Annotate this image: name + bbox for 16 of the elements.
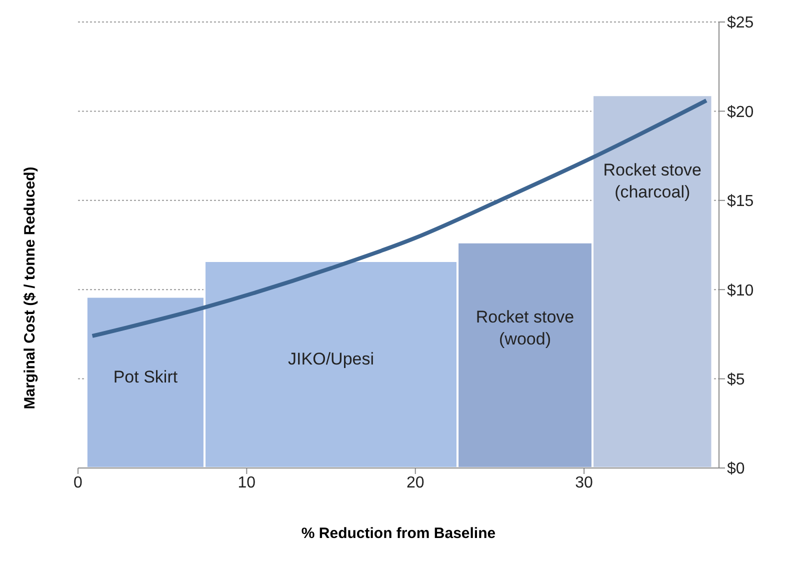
x-tick-label: 30 (575, 474, 594, 492)
annotation: JIKO/Upesi (288, 350, 374, 369)
x-tick-label: 20 (406, 474, 424, 492)
annotation: Pot Skirt (113, 367, 178, 386)
annotation: Rocket stove (charcoal) (603, 160, 702, 202)
x-axis-title: % Reduction from Baseline (301, 525, 496, 542)
y-tick-label: $15 (727, 193, 754, 210)
y-tick-label: $5 (727, 371, 745, 388)
y-axis-title: Marginal Cost ($ / tonne Reduced) (22, 166, 38, 410)
y-tick-label: $20 (727, 104, 754, 121)
x-tick-label: 0 (74, 474, 83, 492)
x-tick-label: 10 (238, 474, 256, 492)
annotation: Rocket stove (wood) (476, 308, 574, 349)
y-tick-label: $10 (727, 282, 754, 300)
y-tick-label: $25 (727, 14, 754, 32)
y-tick-label: $0 (727, 460, 745, 478)
